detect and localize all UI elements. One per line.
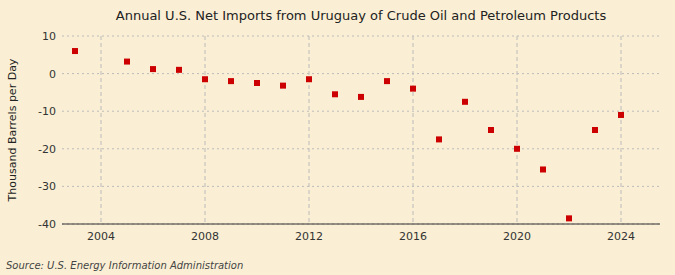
y-grid-line [62, 111, 660, 112]
point [332, 91, 338, 97]
point [358, 94, 364, 100]
point [202, 76, 208, 82]
point [228, 78, 234, 84]
point [436, 136, 442, 142]
y-grid-line [62, 186, 660, 187]
point [72, 48, 78, 54]
point [566, 215, 572, 221]
x-tick-label: 2008 [191, 230, 219, 243]
y-grid-line [62, 224, 660, 225]
x-tick-label: 2016 [399, 230, 427, 243]
y-grid-line [62, 36, 660, 37]
x-grid-line [309, 36, 310, 224]
y-grid-line [62, 73, 660, 74]
point [514, 146, 520, 152]
point [618, 112, 624, 118]
x-tick-label: 2004 [87, 230, 115, 243]
point [280, 83, 286, 89]
source-note: Source: U.S. Energy Information Administ… [6, 260, 243, 271]
y-tick-label: 0 [49, 68, 56, 81]
point [150, 66, 156, 72]
x-grid-line [205, 36, 206, 224]
x-grid-line [621, 36, 622, 224]
x-tick-label: 2024 [607, 230, 635, 243]
point [462, 99, 468, 105]
x-tick-label: 2012 [295, 230, 323, 243]
chart: -40 -30 -20 -10 0 10 2004 2008 2012 2016 2020 2024 A… [0, 0, 675, 275]
points [72, 48, 624, 221]
point [176, 67, 182, 73]
point [306, 76, 312, 82]
point [254, 80, 260, 86]
point [124, 59, 130, 65]
point [384, 78, 390, 84]
y-tick-label: -30 [38, 180, 56, 193]
y-tick-label: -10 [38, 105, 56, 118]
y-tick-label: -40 [38, 218, 56, 231]
point [592, 127, 598, 133]
x-tick-label: 2020 [503, 230, 531, 243]
point [410, 86, 416, 92]
y-axis-label: Thousand Barrels per Day [6, 58, 19, 202]
x-grid-line [101, 36, 102, 224]
x-grid-line [517, 36, 518, 224]
point [488, 127, 494, 133]
x-axis-line [62, 224, 660, 225]
y-tick-label: -20 [38, 143, 56, 156]
point [540, 166, 546, 172]
x-grid-line [413, 36, 414, 224]
y-tick-label: 10 [42, 30, 56, 43]
y-grid-line [62, 148, 660, 149]
title: Annual U.S. Net Imports from Uruguay of … [116, 8, 607, 23]
